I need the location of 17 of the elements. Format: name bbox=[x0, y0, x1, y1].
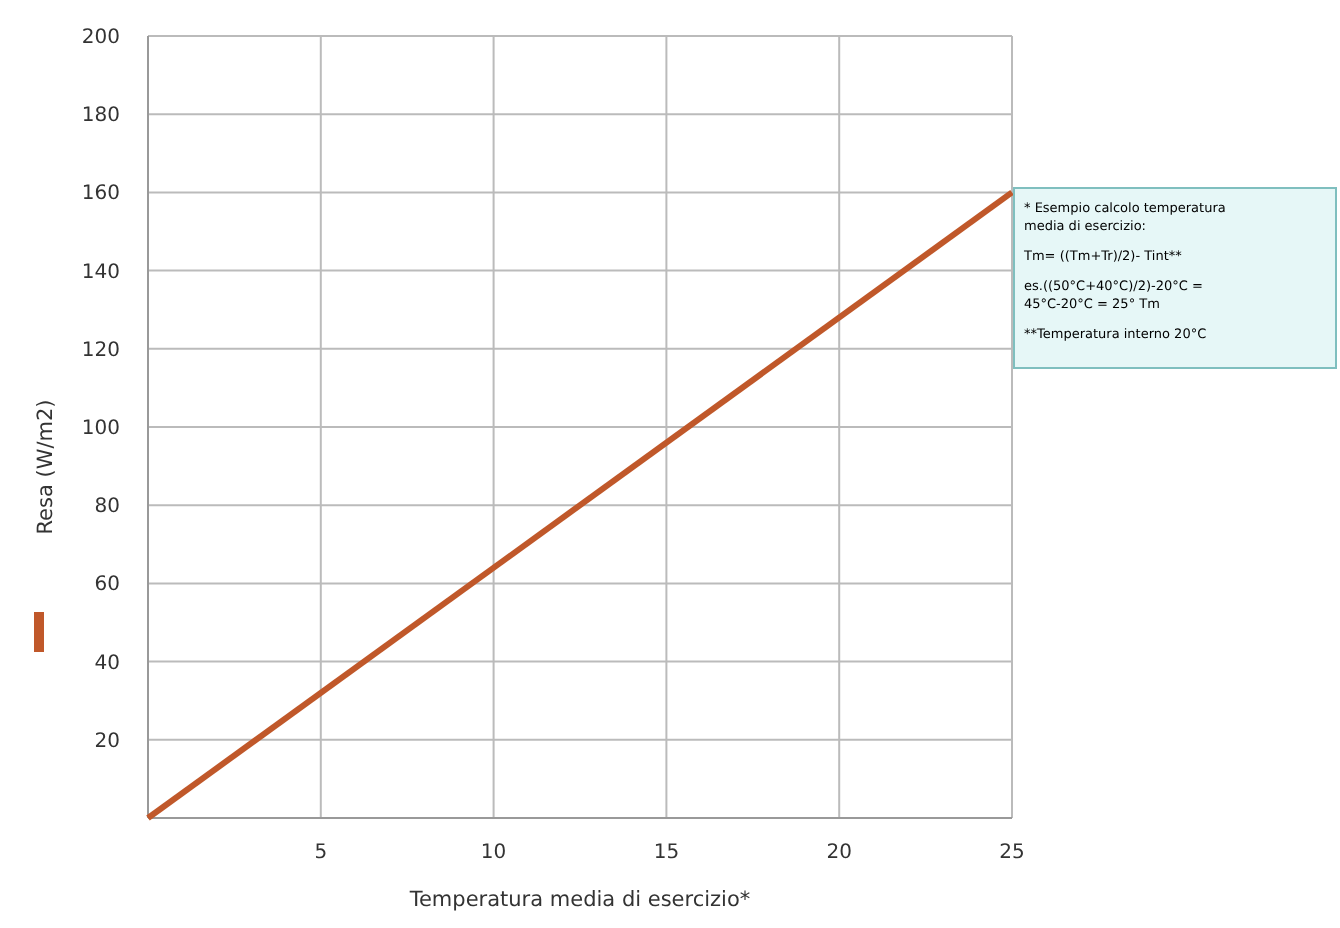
x-axis-title: Temperatura media di esercizio* bbox=[407, 888, 751, 912]
x-tick-label: 25 bbox=[999, 842, 1025, 864]
y-tick-label: 180 bbox=[81, 105, 120, 128]
x-tick-label: 5 bbox=[314, 842, 328, 864]
y-tick-label: 40 bbox=[94, 652, 120, 675]
x-tick-label: 15 bbox=[653, 842, 680, 864]
y-tick-label: 120 bbox=[81, 339, 120, 362]
y-tick-label: 20 bbox=[94, 730, 120, 753]
y-tick-label: 160 bbox=[81, 183, 120, 206]
y-tick-label: 60 bbox=[94, 574, 120, 597]
y-tick-label: 140 bbox=[81, 261, 120, 284]
x-tick-label: 10 bbox=[480, 842, 507, 864]
y-tick-label: 80 bbox=[94, 496, 120, 519]
y-axis-title: Resa (W/m2) bbox=[34, 399, 58, 535]
y-tick-label: 200 bbox=[81, 27, 120, 49]
y-tick-label: 100 bbox=[81, 418, 120, 440]
x-tick-label: 20 bbox=[826, 842, 852, 864]
